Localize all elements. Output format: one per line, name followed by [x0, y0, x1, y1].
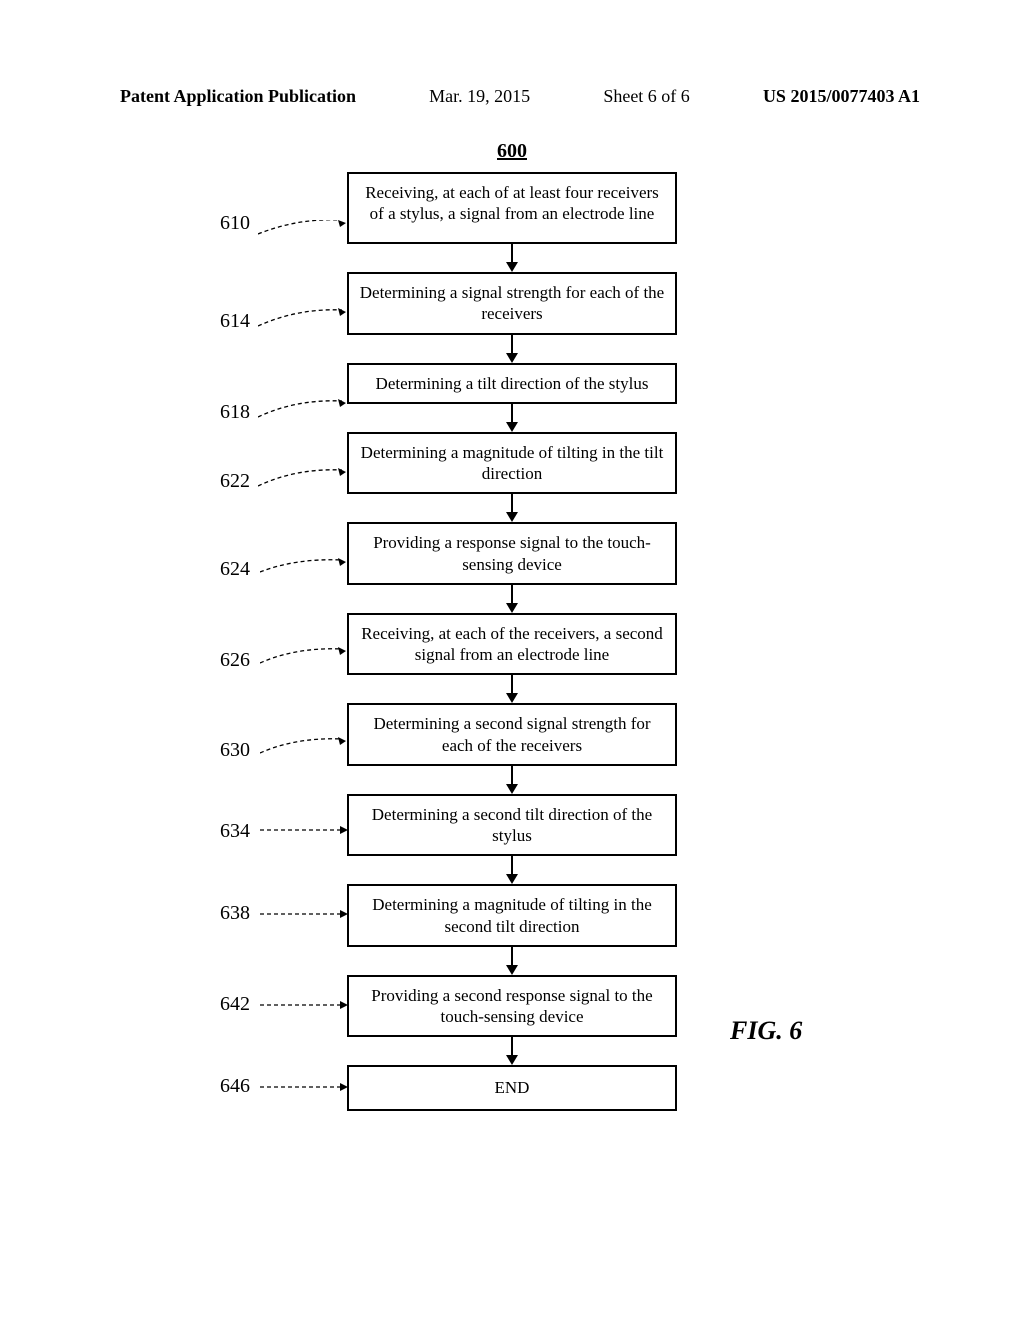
step-ref-label: 642 — [220, 993, 250, 1016]
step-box-646-end: END — [347, 1065, 677, 1110]
arrow-down-icon — [0, 335, 1024, 363]
leader-line — [258, 308, 350, 330]
leader-line — [260, 733, 350, 759]
publication-type: Patent Application Publication — [120, 86, 356, 107]
step-box-638: Determining a magnitude of tilting in th… — [347, 884, 677, 947]
step-text: END — [495, 1078, 530, 1097]
step-text: Determining a magnitude of tilting in th… — [361, 443, 664, 483]
step-text: Receiving, at each of at least four rece… — [365, 183, 659, 223]
page-header: Patent Application Publication Mar. 19, … — [120, 86, 920, 107]
figure-label: FIG. 6 — [730, 1016, 802, 1046]
leader-line — [260, 643, 350, 669]
step-ref-label: 630 — [220, 739, 250, 762]
leader-line — [258, 466, 350, 490]
step-box-622: Determining a magnitude of tilting in th… — [347, 432, 677, 495]
arrow-down-icon — [0, 766, 1024, 794]
step-ref-label: 646 — [220, 1075, 250, 1098]
step-text: Providing a second response signal to th… — [371, 986, 652, 1026]
step-text: Determining a signal strength for each o… — [360, 283, 664, 323]
figure-number: 600 — [0, 140, 1024, 163]
leader-line — [260, 554, 350, 578]
step-box-624: Providing a response signal to the touch… — [347, 522, 677, 585]
leader-line — [260, 997, 350, 1013]
step-ref-label: 638 — [220, 902, 250, 925]
arrow-down-icon — [0, 585, 1024, 613]
step-box-642: Providing a second response signal to th… — [347, 975, 677, 1038]
arrow-down-icon — [0, 494, 1024, 522]
publication-number: US 2015/0077403 A1 — [763, 86, 920, 107]
step-text: Determining a second tilt direction of t… — [372, 805, 652, 845]
step-text: Providing a response signal to the touch… — [373, 533, 651, 573]
step-box-630: Determining a second signal strength for… — [347, 703, 677, 766]
step-text: Receiving, at each of the receivers, a s… — [361, 624, 663, 664]
arrow-down-icon — [0, 675, 1024, 703]
arrow-down-icon — [0, 947, 1024, 975]
flowchart: Receiving, at each of at least four rece… — [0, 172, 1024, 1111]
arrow-down-icon — [0, 856, 1024, 884]
leader-line — [258, 220, 350, 238]
step-ref-label: 634 — [220, 820, 250, 843]
step-box-618: Determining a tilt direction of the styl… — [347, 363, 677, 404]
step-text: Determining a tilt direction of the styl… — [376, 374, 649, 393]
arrow-down-icon — [0, 244, 1024, 272]
arrow-down-icon — [0, 1037, 1024, 1065]
step-box-626: Receiving, at each of the receivers, a s… — [347, 613, 677, 676]
leader-line — [260, 822, 350, 838]
publication-date: Mar. 19, 2015 — [429, 86, 530, 107]
step-ref-label: 626 — [220, 649, 250, 672]
step-box-614: Determining a signal strength for each o… — [347, 272, 677, 335]
step-ref-label: 624 — [220, 558, 250, 581]
sheet-number: Sheet 6 of 6 — [603, 86, 689, 107]
step-box-610: Receiving, at each of at least four rece… — [347, 172, 677, 244]
step-text: Determining a second signal strength for… — [373, 714, 650, 754]
arrow-down-icon — [0, 404, 1024, 432]
step-ref-label: 610 — [220, 212, 250, 235]
leader-line — [260, 906, 350, 922]
step-text: Determining a magnitude of tilting in th… — [372, 895, 652, 935]
step-ref-label: 614 — [220, 310, 250, 333]
step-box-634: Determining a second tilt direction of t… — [347, 794, 677, 857]
step-ref-label: 622 — [220, 470, 250, 493]
leader-line — [260, 1079, 350, 1095]
